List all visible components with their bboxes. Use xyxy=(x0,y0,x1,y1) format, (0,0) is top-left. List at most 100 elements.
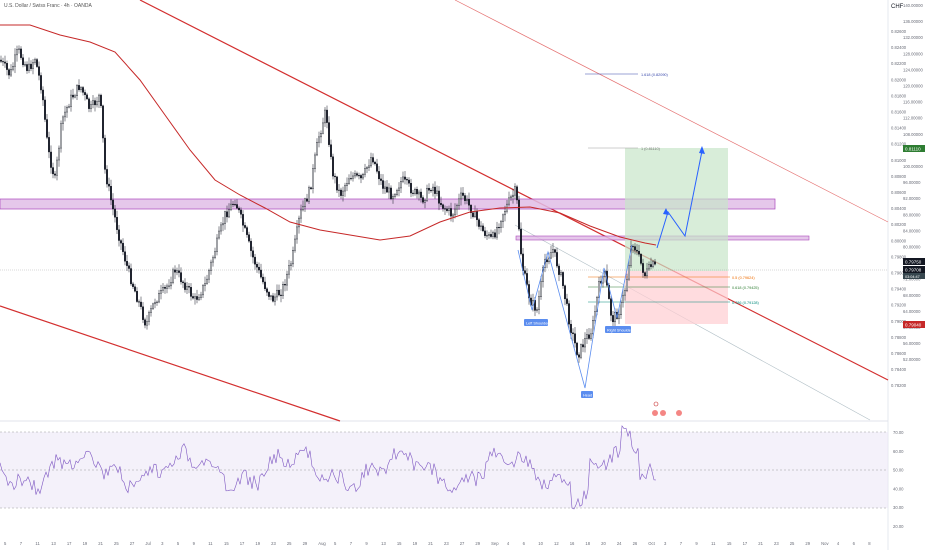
candle xyxy=(330,139,332,160)
candle xyxy=(290,260,292,271)
upper-trendline[interactable] xyxy=(139,0,889,381)
candle xyxy=(622,288,624,308)
stop-price-label: 0.79040 xyxy=(905,323,922,328)
candle xyxy=(38,61,40,81)
candle xyxy=(370,152,372,168)
lower-trendline[interactable] xyxy=(0,305,341,422)
indicator-tick: 132.00000 xyxy=(903,35,923,40)
price-tick: 0.78400 xyxy=(891,367,907,372)
candle xyxy=(208,268,210,284)
candle xyxy=(168,279,170,290)
candle xyxy=(104,134,106,174)
candle xyxy=(288,259,290,279)
candle xyxy=(2,57,4,66)
candle xyxy=(80,86,82,93)
event-icon[interactable] xyxy=(653,401,659,407)
candle xyxy=(468,192,470,211)
candle xyxy=(342,186,344,202)
time-tick: 15 xyxy=(397,541,402,546)
candle xyxy=(184,278,186,293)
candle xyxy=(362,172,364,180)
candle xyxy=(242,210,244,232)
price-tick: 0.78800 xyxy=(891,335,907,340)
indicator-tick: 116.00000 xyxy=(903,100,923,105)
candle xyxy=(204,276,206,292)
moving-average-line[interactable] xyxy=(0,24,657,246)
candle xyxy=(16,45,18,62)
price-tick: 0.79800 xyxy=(891,254,907,259)
time-tick: 21 xyxy=(428,541,433,546)
candle xyxy=(96,96,98,108)
candle xyxy=(170,276,172,290)
candle xyxy=(448,205,450,216)
candle xyxy=(374,160,376,166)
flag-icon[interactable] xyxy=(652,410,658,416)
candle xyxy=(378,166,380,186)
candle xyxy=(244,222,246,230)
candle xyxy=(126,254,128,272)
price-tick: 0.82200 xyxy=(891,61,907,66)
candle xyxy=(496,221,498,240)
time-tick: 20 xyxy=(601,541,606,546)
candle xyxy=(84,89,86,101)
time-axis[interactable]: 5 7 11 13 17 19 21 25 27 Jul 3 5 9 11 15 17 19 23 25 29 Aug 5… xyxy=(4,541,871,546)
fib-1618-label: 1.618 (0.82090) xyxy=(641,73,669,77)
candle xyxy=(150,305,152,317)
candle xyxy=(402,171,404,184)
fib-0786-label: 0.786 (0.79128) xyxy=(732,301,760,305)
outer-trendline[interactable] xyxy=(454,0,889,223)
fib-05-label: 0.5 (0.79624) xyxy=(732,276,755,280)
candle xyxy=(430,188,432,193)
candle xyxy=(66,105,68,118)
candle xyxy=(86,92,88,100)
candle xyxy=(324,107,326,127)
candle xyxy=(158,289,160,304)
candlestick-series[interactable] xyxy=(0,45,656,363)
candle xyxy=(536,307,538,313)
candle xyxy=(462,187,464,200)
resistance-zone[interactable] xyxy=(0,198,776,210)
candle xyxy=(386,180,388,194)
time-tick: 23 xyxy=(271,541,276,546)
flag-icon[interactable] xyxy=(660,410,666,416)
candle xyxy=(144,317,146,329)
candle xyxy=(442,203,444,212)
projection-path[interactable] xyxy=(656,150,703,249)
stop-price-tag xyxy=(903,321,925,328)
flag-icon[interactable] xyxy=(676,410,682,416)
price-tick: 0.79200 xyxy=(891,303,907,308)
rsi-axis[interactable]: 70.00 60.00 50.00 40.00 30.00 20.00 xyxy=(893,430,904,529)
candle xyxy=(308,185,310,204)
candle xyxy=(624,288,626,301)
candle xyxy=(36,57,38,68)
candle xyxy=(178,264,180,278)
candle xyxy=(94,97,96,112)
candle xyxy=(582,339,584,353)
candle xyxy=(162,283,164,293)
candle xyxy=(14,48,16,74)
rsi-line[interactable] xyxy=(0,425,657,510)
candle xyxy=(356,171,358,178)
target-zone[interactable] xyxy=(625,148,728,271)
candle xyxy=(644,271,646,279)
candle xyxy=(428,183,430,194)
candle xyxy=(588,328,590,341)
candle xyxy=(554,248,556,257)
candle xyxy=(338,184,340,198)
price-tick: 0.79600 xyxy=(891,271,907,276)
candle xyxy=(498,223,500,235)
candle xyxy=(240,207,242,219)
time-tick: 29 xyxy=(303,541,308,546)
candle xyxy=(114,204,116,223)
candle xyxy=(156,300,158,306)
current-price-tag xyxy=(903,258,925,265)
candle xyxy=(332,153,334,180)
head-shoulders-pattern[interactable] xyxy=(517,244,633,389)
candle xyxy=(20,46,22,60)
candle xyxy=(552,243,554,258)
candle xyxy=(276,284,278,301)
stop-zone[interactable] xyxy=(625,271,728,324)
time-tick: 6 xyxy=(853,541,856,546)
candle xyxy=(388,183,390,199)
